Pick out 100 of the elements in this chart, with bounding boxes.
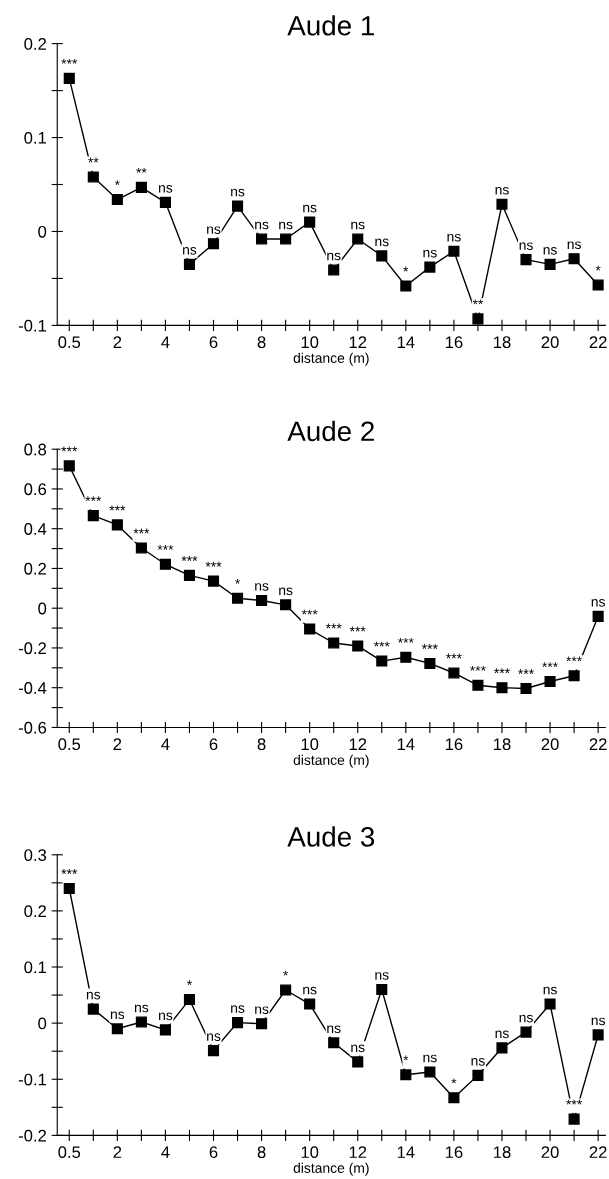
y-tick-label: 0.2 [24,905,46,918]
point [496,1042,508,1054]
data-label: ns [567,241,581,250]
point [352,1056,364,1068]
x-tick-label: 12 [349,336,367,348]
point [400,651,412,663]
x-axis-title: distance (m) [293,1162,369,1176]
data-label: *** [542,662,558,668]
point [207,1045,220,1057]
x-tick-label: 4 [161,738,170,750]
point [472,1069,484,1081]
point [135,542,147,554]
data-label: *** [133,528,150,534]
data-label: *** [470,665,486,671]
x-tick-label: 18 [493,738,511,751]
data-label: ns [255,583,269,591]
x-tick-label: 20 [541,738,559,751]
data-label: ns [207,1033,221,1041]
y-tick-label: 0.1 [24,961,47,974]
data-label: ns [351,1044,365,1053]
point [159,558,171,570]
data-label: ns [591,599,605,607]
data-label: ns [327,252,341,261]
y-tick-label: 0.3 [24,849,47,861]
point [592,610,604,622]
x-tick-label: 4 [161,336,170,348]
data-label: ns [495,1030,509,1039]
x-tick-label: 0.5 [58,1146,81,1159]
y-tick-label: -0.2 [18,642,46,655]
point [280,984,292,996]
x-tick-label: 10 [301,1146,319,1159]
x-tick-label: 14 [397,1146,415,1158]
data-label: ns [303,986,317,995]
data-label: * [595,265,601,271]
x-tick-label: 22 [589,336,607,348]
point [520,254,532,266]
data-label: *** [85,496,102,502]
data-label: ns [255,1006,269,1015]
data-label: *** [61,58,78,64]
data-label: ns [231,1005,245,1013]
data-label: *** [518,669,534,674]
data-label: ns [591,1017,605,1026]
point [448,245,460,257]
x-tick-label: 6 [209,336,218,349]
data-label: ns [423,1054,437,1063]
point [256,233,268,245]
point [496,682,508,694]
x-tick-label: 20 [541,1146,559,1159]
point [328,264,340,276]
data-label: ns [110,1011,125,1020]
y-tick-label: -0.1 [18,1073,47,1086]
data-label: ns [375,972,389,980]
data-label: * [403,266,409,272]
x-tick-label: 6 [209,1146,218,1159]
x-tick-label: 18 [493,1146,511,1159]
point [63,72,75,84]
point [376,655,388,667]
x-tick-label: 8 [257,336,266,349]
x-tick-label: 14 [397,336,415,348]
y-tick-label: 0.6 [24,483,47,496]
data-label: ns [375,238,389,247]
point [352,233,364,245]
data-label: ns [134,1004,149,1013]
point [544,675,556,688]
point [231,1017,244,1029]
data-label: ns [519,1014,533,1023]
data-label: ns [279,587,293,596]
data-label: ns [303,204,317,213]
point [352,640,364,652]
data-label: ns [471,1058,485,1066]
point [328,1037,340,1049]
data-label: ns [159,185,173,193]
y-tick-label: -0.1 [18,319,47,332]
point [304,623,316,635]
point [135,181,147,193]
x-axis-title: distance (m) [293,754,369,768]
y-tick-label: 0 [38,1017,47,1030]
data-label: ns [86,991,101,1000]
x-tick-label: 2 [113,738,122,750]
data-label: *** [205,561,222,567]
data-label: *** [181,556,198,561]
data-label: ns [255,221,269,230]
point [63,460,75,472]
point [304,216,316,228]
x-tick-label: 10 [301,336,319,349]
y-tick-label: 0.4 [24,523,47,535]
point [231,200,244,212]
chart-title: Aude 2 [287,420,374,442]
data-label: ** [88,157,99,163]
x-axis-title: distance (m) [293,352,369,366]
point [207,238,220,250]
data-label: *** [494,668,510,674]
point [111,193,123,206]
x-tick-label: 22 [589,1146,607,1158]
point [111,519,123,531]
point [568,253,580,265]
data-label: *** [325,623,342,629]
point [111,1023,123,1035]
y-tick-label: -0.6 [18,721,47,734]
point [376,983,388,996]
